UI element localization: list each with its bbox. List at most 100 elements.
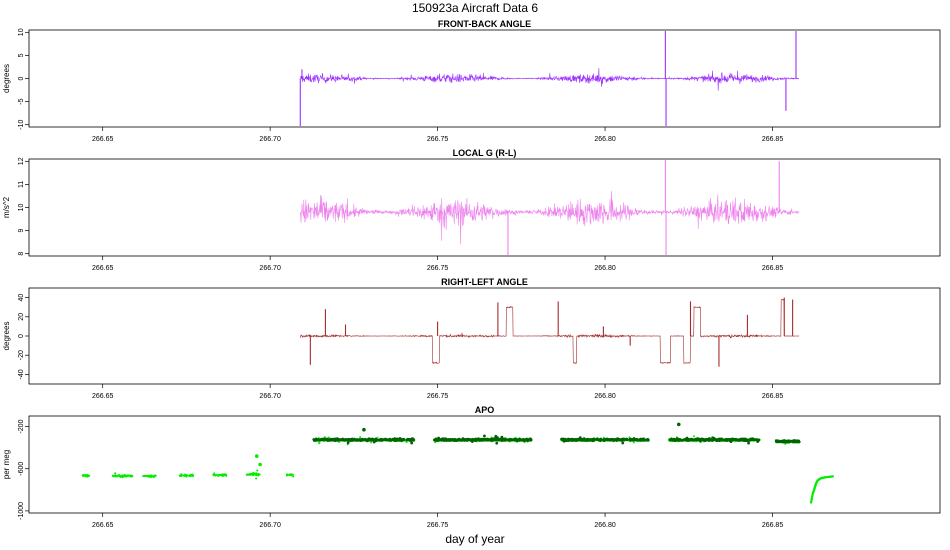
data-point [690, 438, 694, 442]
data-point [642, 437, 645, 441]
x-tick-label: 266.70 [259, 522, 281, 529]
data-point [516, 438, 520, 442]
y-tick-label: -1000 [18, 502, 25, 520]
y-tick-label: 9 [18, 229, 25, 233]
data-point [256, 469, 259, 472]
data-point [507, 438, 511, 442]
panels-container: FRONT-BACK ANGLE degrees 266.65 266.70 266.7… [2, 19, 941, 529]
data-point [114, 472, 117, 475]
data-point [468, 438, 472, 442]
data-point [725, 438, 729, 441]
panel-1: FRONT-BACK ANGLE degrees 266.65 266.70 266.7… [2, 19, 941, 143]
data-point [338, 438, 341, 441]
data-point [686, 437, 690, 441]
data-point [374, 438, 378, 442]
data-point [434, 438, 438, 442]
y-tick-label: -20 [18, 350, 25, 360]
panel-title: RIGHT-LEFT ANGLE [441, 277, 528, 287]
data-point [360, 437, 364, 441]
data-point [785, 439, 788, 443]
y-tick-label: -200 [18, 419, 25, 433]
data-point [570, 437, 574, 441]
data-point [344, 437, 348, 441]
y-tick-label: -40 [18, 369, 25, 379]
data-point [221, 474, 224, 477]
data-point [450, 438, 453, 442]
y-axis-label: per meg [2, 450, 11, 479]
y-tick-label: 11 [18, 181, 25, 188]
y-tick-label: 0 [18, 334, 25, 338]
data-point [398, 438, 402, 442]
data-point [125, 475, 128, 478]
panel-frame [28, 29, 941, 128]
data-point [522, 438, 526, 442]
plot-area [81, 422, 835, 504]
data-point [483, 437, 487, 441]
x-tick-label: 266.80 [594, 136, 616, 143]
series-line [300, 298, 800, 365]
data-point [405, 441, 408, 444]
data-point [716, 438, 720, 442]
data-point [632, 441, 635, 444]
data-point [111, 474, 114, 477]
data-point [409, 438, 413, 442]
panel-frame [28, 287, 941, 385]
data-point [288, 473, 291, 476]
data-point [388, 438, 392, 442]
x-tick-label: 266.80 [594, 522, 616, 529]
data-point [579, 438, 582, 441]
data-point [495, 437, 499, 441]
panel-title: FRONT-BACK ANGLE [438, 19, 531, 29]
data-point [84, 475, 87, 478]
data-point [252, 471, 255, 474]
data-point [777, 440, 780, 443]
data-point [378, 439, 381, 442]
data-point [499, 437, 503, 441]
data-point [751, 437, 755, 441]
x-tick-label: 266.85 [762, 522, 784, 529]
data-point [683, 437, 687, 441]
data-point [692, 438, 696, 442]
x-tick-label: 266.85 [762, 265, 784, 272]
data-point [148, 475, 151, 478]
data-point [249, 473, 252, 476]
y-tick-label: 10 [18, 204, 25, 212]
x-tick-label: 266.75 [427, 265, 449, 272]
data-point [446, 438, 450, 442]
data-point [351, 438, 355, 442]
x-tick-label: 266.75 [427, 393, 449, 400]
data-point [332, 437, 335, 441]
data-point [608, 438, 612, 442]
data-point [734, 438, 738, 441]
data-point [347, 438, 351, 441]
data-point [588, 438, 592, 442]
data-point [780, 440, 783, 443]
data-point [367, 437, 371, 441]
data-point [487, 438, 491, 441]
data-point [633, 438, 636, 442]
data-point [739, 437, 743, 441]
x-tick-label: 266.65 [92, 393, 114, 400]
data-point [88, 474, 91, 477]
data-point [585, 438, 589, 441]
data-point [410, 441, 414, 445]
x-tick-label: 266.85 [762, 136, 784, 143]
data-point [129, 474, 132, 477]
y-tick-label: -10 [18, 120, 25, 130]
data-point [732, 438, 735, 442]
y-tick-label: 40 [18, 294, 25, 302]
data-point [153, 474, 156, 477]
data-point [402, 438, 406, 442]
panel-title: LOCAL G (R-L) [453, 148, 517, 158]
data-point [749, 437, 753, 441]
data-point [86, 474, 89, 477]
data-point [355, 438, 358, 442]
data-point [598, 438, 602, 442]
panel-4: APO per meg 266.65 266.70 266.75 266.80 266.85… [2, 405, 941, 529]
x-tick-label: 266.65 [92, 522, 114, 529]
data-point [407, 437, 411, 441]
data-point [183, 474, 186, 477]
data-point [325, 437, 329, 441]
data-point [152, 475, 155, 478]
apo-series-light [81, 435, 835, 504]
